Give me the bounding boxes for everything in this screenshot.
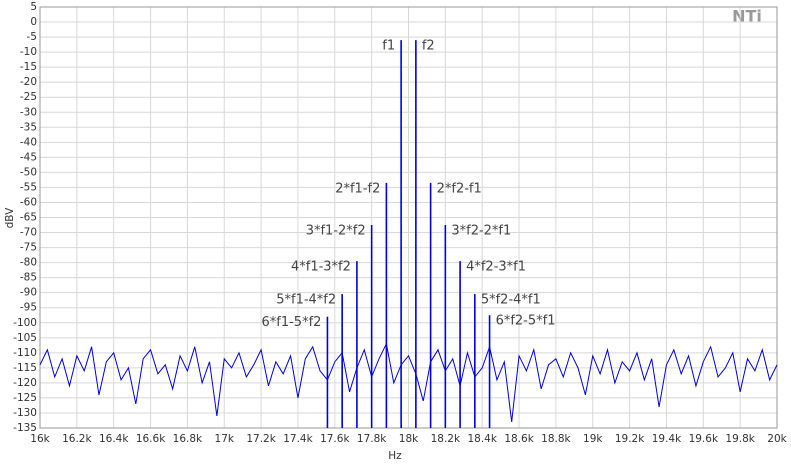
y-tick-label: -65 — [20, 212, 37, 224]
peak-label: 3*f2-2*f1 — [451, 224, 511, 239]
peak-label: 2*f2-f1 — [437, 181, 482, 196]
y-tick-label: -45 — [20, 151, 37, 163]
y-tick-label: -25 — [20, 91, 37, 103]
x-tick-label: 16.2k — [62, 433, 92, 445]
y-tick-label: -130 — [13, 407, 37, 419]
y-tick-label: -55 — [20, 181, 37, 193]
y-tick-label: -125 — [13, 392, 37, 404]
logo: NTi — [732, 7, 762, 26]
y-tick-label: -135 — [13, 422, 37, 434]
x-tick-label: 18.4k — [467, 433, 497, 445]
peak-label: 5*f1-4*f2 — [276, 293, 336, 308]
y-tick-label: -95 — [20, 302, 37, 314]
peak-label: f1 — [382, 39, 395, 54]
y-tick-label: -120 — [13, 377, 37, 389]
peak-label: 6*f1-5*f2 — [261, 315, 321, 330]
y-tick-label: -75 — [20, 242, 37, 254]
y-tick-label: -85 — [20, 272, 37, 284]
x-tick-label: 17.6k — [320, 433, 350, 445]
x-tick-label: 18.6k — [504, 433, 534, 445]
y-tick-label: 5 — [30, 1, 37, 13]
x-tick-label: 16.4k — [99, 433, 129, 445]
y-tick-label: -115 — [13, 362, 37, 374]
y-tick-label: -70 — [20, 227, 37, 239]
y-tick-label: -5 — [27, 31, 37, 43]
peak-label: f2 — [422, 39, 435, 54]
x-tick-label: 17k — [215, 433, 235, 445]
x-tick-label: 20k — [767, 433, 787, 445]
spectrum-line — [39, 342, 778, 423]
y-tick-label: -40 — [20, 136, 37, 148]
y-tick-label: -60 — [20, 196, 37, 208]
peak-label: 4*f2-3*f1 — [466, 260, 526, 275]
y-tick-label: -50 — [20, 166, 37, 178]
x-tick-label: 17.2k — [246, 433, 276, 445]
y-tick-label: 0 — [30, 16, 37, 28]
x-tick-label: 19k — [583, 433, 603, 445]
x-tick-label: 19.6k — [689, 433, 719, 445]
x-tick-label: 17.8k — [357, 433, 387, 445]
y-tick-label: -105 — [13, 332, 37, 344]
x-tick-label: 17.4k — [283, 433, 313, 445]
peak-label: 5*f2-4*f1 — [481, 293, 541, 308]
peak-label: 6*f2-5*f1 — [496, 314, 556, 329]
y-tick-label: -35 — [20, 121, 37, 133]
plot-border — [39, 6, 778, 429]
y-tick-label: -100 — [13, 317, 37, 329]
y-tick-label: -20 — [20, 76, 37, 88]
x-tick-label: 19.4k — [652, 433, 682, 445]
peak-label: 2*f1-f2 — [335, 181, 380, 196]
x-tick-label: 19.8k — [725, 433, 755, 445]
x-tick-label: 19.2k — [615, 433, 645, 445]
y-tick-label: -30 — [20, 106, 37, 118]
x-tick-label: 18.8k — [541, 433, 571, 445]
x-tick-label: 16.6k — [136, 433, 166, 445]
x-tick-label: 18k — [399, 433, 419, 445]
peak-label: 4*f1-3*f2 — [291, 260, 351, 275]
x-tick-label: 18.2k — [431, 433, 461, 445]
y-tick-label: -80 — [20, 257, 37, 269]
peak-label: 3*f1-2*f2 — [306, 224, 366, 239]
y-tick-label: -10 — [20, 46, 37, 58]
x-tick-label: 16.8k — [173, 433, 203, 445]
y-axis-label: dBV — [4, 207, 16, 229]
x-tick-label: 16k — [30, 433, 50, 445]
y-tick-label: -110 — [13, 347, 37, 359]
x-axis-label: Hz — [388, 450, 402, 462]
y-tick-label: -15 — [20, 61, 37, 73]
y-tick-label: -90 — [20, 287, 37, 299]
